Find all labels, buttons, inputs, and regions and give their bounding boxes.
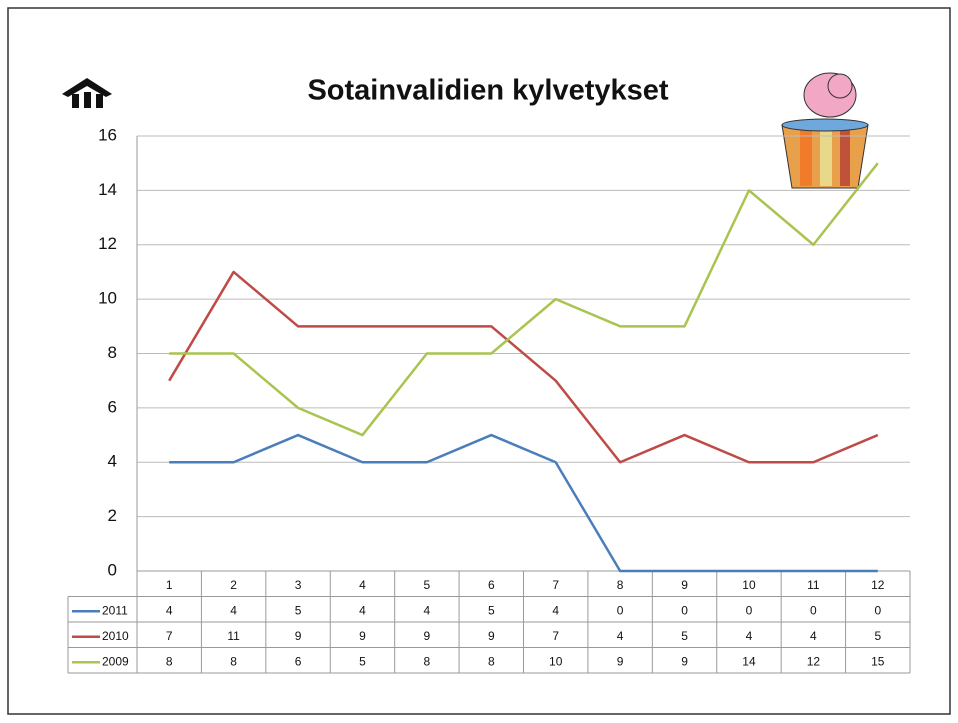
table-value: 4 bbox=[166, 603, 173, 617]
x-tick-label: 8 bbox=[617, 578, 624, 592]
chart-title: Sotainvalidien kylvetykset bbox=[307, 75, 668, 107]
y-tick-label: 16 bbox=[98, 125, 117, 144]
x-tick-label: 5 bbox=[424, 578, 431, 592]
table-value: 0 bbox=[874, 603, 881, 617]
table-value: 8 bbox=[166, 654, 173, 668]
x-tick-label: 9 bbox=[681, 578, 688, 592]
table-value: 9 bbox=[359, 629, 366, 643]
bath-illustration bbox=[781, 72, 869, 189]
table-value: 8 bbox=[488, 654, 495, 668]
y-tick-label: 10 bbox=[98, 289, 117, 308]
table-value: 0 bbox=[810, 603, 817, 617]
frame bbox=[7, 7, 951, 715]
table-value: 10 bbox=[549, 654, 563, 668]
table-value: 9 bbox=[424, 629, 431, 643]
x-tick-label: 3 bbox=[295, 578, 302, 592]
y-tick-label: 2 bbox=[108, 506, 117, 525]
y-tick-label: 12 bbox=[98, 234, 117, 253]
x-tick-label: 10 bbox=[742, 578, 756, 592]
table-value: 4 bbox=[230, 603, 237, 617]
table-value: 6 bbox=[295, 654, 302, 668]
legend-label: 2011 bbox=[102, 603, 128, 617]
table-value: 5 bbox=[874, 629, 881, 643]
table-value: 4 bbox=[746, 629, 753, 643]
series-line bbox=[169, 433, 878, 573]
x-tick-label: 2 bbox=[230, 578, 237, 592]
table-value: 4 bbox=[552, 603, 559, 617]
x-tick-label: 1 bbox=[166, 578, 173, 592]
table-value: 9 bbox=[295, 629, 302, 643]
x-tick-label: 4 bbox=[359, 578, 366, 592]
table-value: 4 bbox=[424, 603, 431, 617]
x-tick-label: 12 bbox=[871, 578, 885, 592]
table-value: 12 bbox=[807, 654, 821, 668]
x-tick-label: 6 bbox=[488, 578, 495, 592]
table-value: 9 bbox=[488, 629, 495, 643]
table-value: 4 bbox=[359, 603, 366, 617]
table-value: 0 bbox=[746, 603, 753, 617]
table-value: 9 bbox=[681, 654, 688, 668]
table-value: 5 bbox=[488, 603, 495, 617]
table-value: 15 bbox=[871, 654, 885, 668]
legend-label: 2009 bbox=[102, 654, 129, 668]
table-value: 8 bbox=[424, 654, 431, 668]
table-value: 14 bbox=[742, 654, 756, 668]
y-tick-label: 14 bbox=[98, 180, 117, 199]
series-line bbox=[168, 270, 879, 464]
table-value: 4 bbox=[810, 629, 817, 643]
series-line bbox=[169, 162, 879, 437]
x-tick-label: 7 bbox=[552, 578, 559, 592]
table-value: 5 bbox=[359, 654, 366, 668]
table-value: 7 bbox=[166, 629, 173, 643]
table-value: 0 bbox=[617, 603, 624, 617]
table-value: 11 bbox=[227, 629, 240, 643]
y-tick-label: 8 bbox=[108, 343, 117, 362]
table-value: 5 bbox=[681, 629, 688, 643]
table-value: 0 bbox=[681, 603, 688, 617]
table-value: 7 bbox=[552, 629, 559, 643]
table-value: 8 bbox=[230, 654, 237, 668]
x-tick-label: 11 bbox=[807, 578, 820, 592]
y-tick-label: 0 bbox=[108, 560, 117, 579]
legend-label: 2010 bbox=[102, 629, 129, 643]
table-value: 9 bbox=[617, 654, 624, 668]
logo bbox=[62, 78, 112, 108]
table-value: 4 bbox=[617, 629, 624, 643]
y-tick-label: 6 bbox=[108, 397, 117, 416]
table-value: 5 bbox=[295, 603, 302, 617]
y-tick-label: 4 bbox=[108, 452, 117, 471]
